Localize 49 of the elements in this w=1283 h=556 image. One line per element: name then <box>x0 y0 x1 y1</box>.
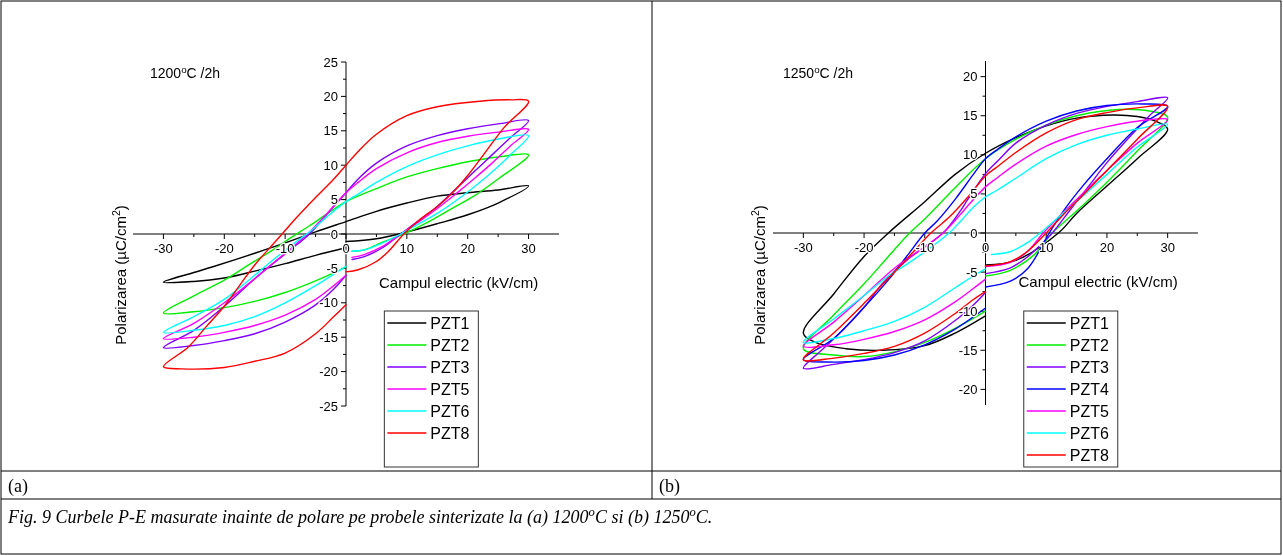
legend-label: PZT6 <box>430 403 470 420</box>
y-tick-label: -25 <box>319 398 338 414</box>
y-tick-label: -15 <box>319 329 338 345</box>
x-tick-label: 30 <box>1160 240 1175 255</box>
x-tick-label: 10 <box>399 241 415 256</box>
legend-label: PZT3 <box>430 359 470 376</box>
x-tick-label: 10 <box>1038 240 1054 255</box>
legend-label: PZT1 <box>1069 315 1109 332</box>
x-tick-label: -20 <box>214 241 234 256</box>
chart-title: 1250$^{o}$C /2h <box>783 63 854 81</box>
x-axis-title: Campul electric (kV/cm) <box>379 274 539 291</box>
y-tick-label: 25 <box>323 54 338 70</box>
y-tick-label: -15 <box>958 342 978 358</box>
y-tick-label: -5 <box>326 260 338 276</box>
y-tick-label: -20 <box>319 364 338 380</box>
y-tick-label: 15 <box>323 123 338 139</box>
x-tick-label: 30 <box>521 241 536 256</box>
x-tick-label: -30 <box>793 240 813 255</box>
legend-label: PZT2 <box>430 337 470 354</box>
y-tick-label: 15 <box>963 108 978 124</box>
x-tick-label: 20 <box>1099 240 1115 255</box>
x-tick-label: -20 <box>854 240 874 255</box>
legend-label: PZT2 <box>1069 337 1109 354</box>
legend-label: PZT4 <box>1069 381 1109 398</box>
text: (a) <box>8 476 28 497</box>
y-tick-label: 10 <box>963 147 978 163</box>
y-tick-label: 0 <box>970 225 978 241</box>
y-tick-label: 10 <box>323 157 338 173</box>
legend-label: PZT5 <box>430 381 470 398</box>
legend-label: PZT1 <box>430 315 470 332</box>
x-tick-label: 0 <box>342 241 350 256</box>
y-tick-label: 5 <box>330 192 338 208</box>
y-tick-label: 0 <box>330 226 338 242</box>
y-tick-label: 20 <box>323 88 338 104</box>
legend-label: PZT8 <box>1069 447 1109 464</box>
legend-label: PZT5 <box>1069 403 1109 420</box>
x-tick-label: -30 <box>154 241 173 256</box>
legend-label: PZT3 <box>1069 359 1109 376</box>
legend-label: PZT8 <box>430 425 470 442</box>
x-tick-label: 20 <box>460 241 475 256</box>
y-tick-label: -20 <box>958 381 978 397</box>
y-tick-label: -10 <box>319 295 338 311</box>
x-axis-title: Campul electric (kV/cm) <box>1018 273 1178 290</box>
chart-title: 1200$^{o}$C /2h <box>150 63 221 81</box>
y-tick-label: -5 <box>965 264 978 280</box>
legend-label: PZT6 <box>1069 425 1109 442</box>
caption: Fig. 9 Curbele P-E masurate inainte de polare pe probele sinterizate la (a) 1200$^{o}$C si (b) 1250$^{o}$C. <box>7 505 713 528</box>
y-tick-label: 20 <box>963 69 978 85</box>
text: (b) <box>659 476 680 497</box>
